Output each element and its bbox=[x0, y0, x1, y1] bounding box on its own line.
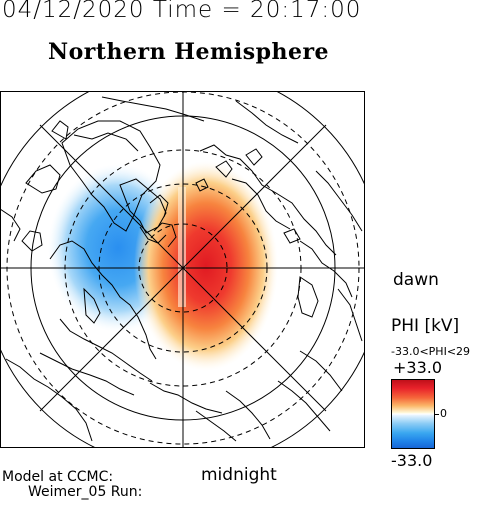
date-time-title: 04/12/2020 Time = 20:17:00 bbox=[2, 0, 362, 23]
colorbar-zero-tick bbox=[434, 414, 439, 415]
colorbar-title: PHI [kV] bbox=[391, 316, 460, 336]
positive-potential-cell bbox=[134, 161, 278, 371]
coastlines bbox=[0, 96, 363, 442]
colorbar-min-label: -33.0 bbox=[391, 451, 433, 470]
midnight-label: midnight bbox=[201, 465, 277, 485]
hemisphere-title: Northern Hemisphere bbox=[48, 39, 330, 65]
dawn-label: dawn bbox=[393, 270, 439, 290]
colorbar-zero-label: 0 bbox=[440, 407, 447, 420]
polar-map bbox=[0, 91, 365, 448]
model-label: Model at CCMC: bbox=[2, 469, 114, 485]
colorbar-max-label: +33.0 bbox=[393, 358, 443, 377]
colorbar-range-text: -33.0<PHI<29 bbox=[391, 345, 471, 358]
colorbar bbox=[391, 379, 435, 449]
run-label: Weimer_05 Run: bbox=[28, 484, 143, 500]
